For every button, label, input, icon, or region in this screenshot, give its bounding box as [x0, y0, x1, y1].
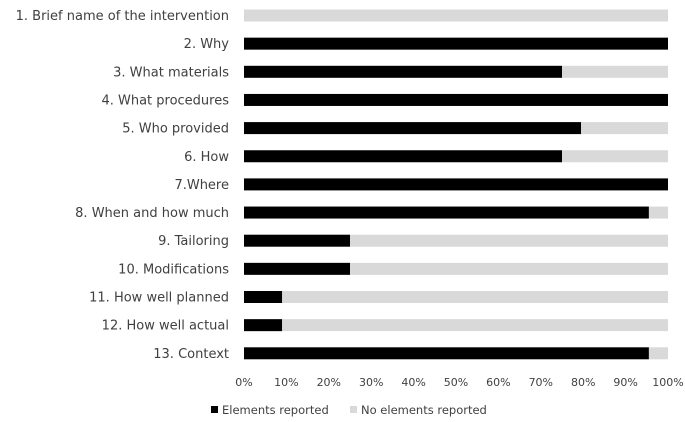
category-label: 6. How — [184, 150, 229, 165]
legend: Elements reported No elements reported — [211, 403, 487, 417]
x-tick-label: 10% — [274, 376, 298, 389]
category-labels: 1. Brief name of the intervention 2. Why 3… — [16, 9, 230, 362]
bar-elements-reported-10 — [244, 262, 350, 275]
category-label: 10. Modifications — [118, 262, 229, 277]
x-tick-label: 90% — [613, 376, 637, 389]
category-label: 5. Who provided — [122, 122, 229, 137]
bar-elements-reported-4 — [244, 93, 668, 106]
category-label: 7.Where — [174, 178, 229, 193]
x-axis-tick-labels: 0% 10% 20% 30% 40% 50% 60% 70% 80% 90% 100% — [235, 376, 683, 389]
legend-swatch-no-elements-reported — [350, 406, 357, 413]
bar-no-elements-reported-3 — [562, 65, 668, 78]
category-label: 8. When and how much — [75, 206, 229, 221]
bar-no-elements-reported-12 — [282, 319, 668, 332]
bar-no-elements-reported-1 — [244, 9, 668, 22]
bar-elements-reported-12 — [244, 319, 283, 332]
category-label: 3. What materials — [113, 65, 229, 80]
x-tick-label: 60% — [486, 376, 510, 389]
bar-no-elements-reported-8 — [648, 206, 668, 219]
category-label: 9. Tailoring — [158, 234, 229, 249]
x-tick-label: 20% — [317, 376, 341, 389]
category-label: 1. Brief name of the intervention — [16, 9, 229, 24]
category-label: 13. Context — [153, 347, 229, 362]
bar-no-elements-reported-10 — [350, 262, 668, 275]
legend-label-no-elements-reported: No elements reported — [361, 403, 487, 417]
bar-no-elements-reported-6 — [562, 150, 668, 163]
x-tick-label: 40% — [401, 376, 425, 389]
bar-elements-reported-3 — [244, 65, 562, 78]
x-tick-label: 70% — [529, 376, 553, 389]
bar-no-elements-reported-13 — [648, 347, 668, 360]
bar-elements-reported-13 — [244, 347, 649, 360]
bar-no-elements-reported-11 — [282, 291, 668, 303]
bar-elements-reported-9 — [244, 234, 350, 247]
bar-elements-reported-5 — [244, 122, 582, 135]
legend-swatch-elements-reported — [211, 406, 218, 413]
bars-layer — [244, 9, 668, 360]
x-tick-label: 100% — [652, 376, 683, 389]
category-label: 4. What procedures — [101, 93, 229, 108]
x-tick-label: 50% — [444, 376, 468, 389]
category-label: 2. Why — [184, 37, 230, 52]
x-tick-label: 30% — [359, 376, 383, 389]
bar-elements-reported-2 — [244, 37, 668, 50]
bar-elements-reported-6 — [244, 150, 562, 163]
bar-no-elements-reported-9 — [350, 234, 668, 247]
legend-label-elements-reported: Elements reported — [222, 403, 329, 417]
x-tick-label: 0% — [235, 376, 252, 389]
category-label: 11. How well planned — [89, 291, 229, 306]
category-label: 12. How well actual — [102, 319, 229, 334]
bar-elements-reported-7 — [244, 178, 668, 191]
bar-elements-reported-11 — [244, 291, 283, 303]
x-tick-label: 80% — [571, 376, 595, 389]
bar-no-elements-reported-5 — [581, 122, 668, 135]
bar-elements-reported-8 — [244, 206, 649, 219]
